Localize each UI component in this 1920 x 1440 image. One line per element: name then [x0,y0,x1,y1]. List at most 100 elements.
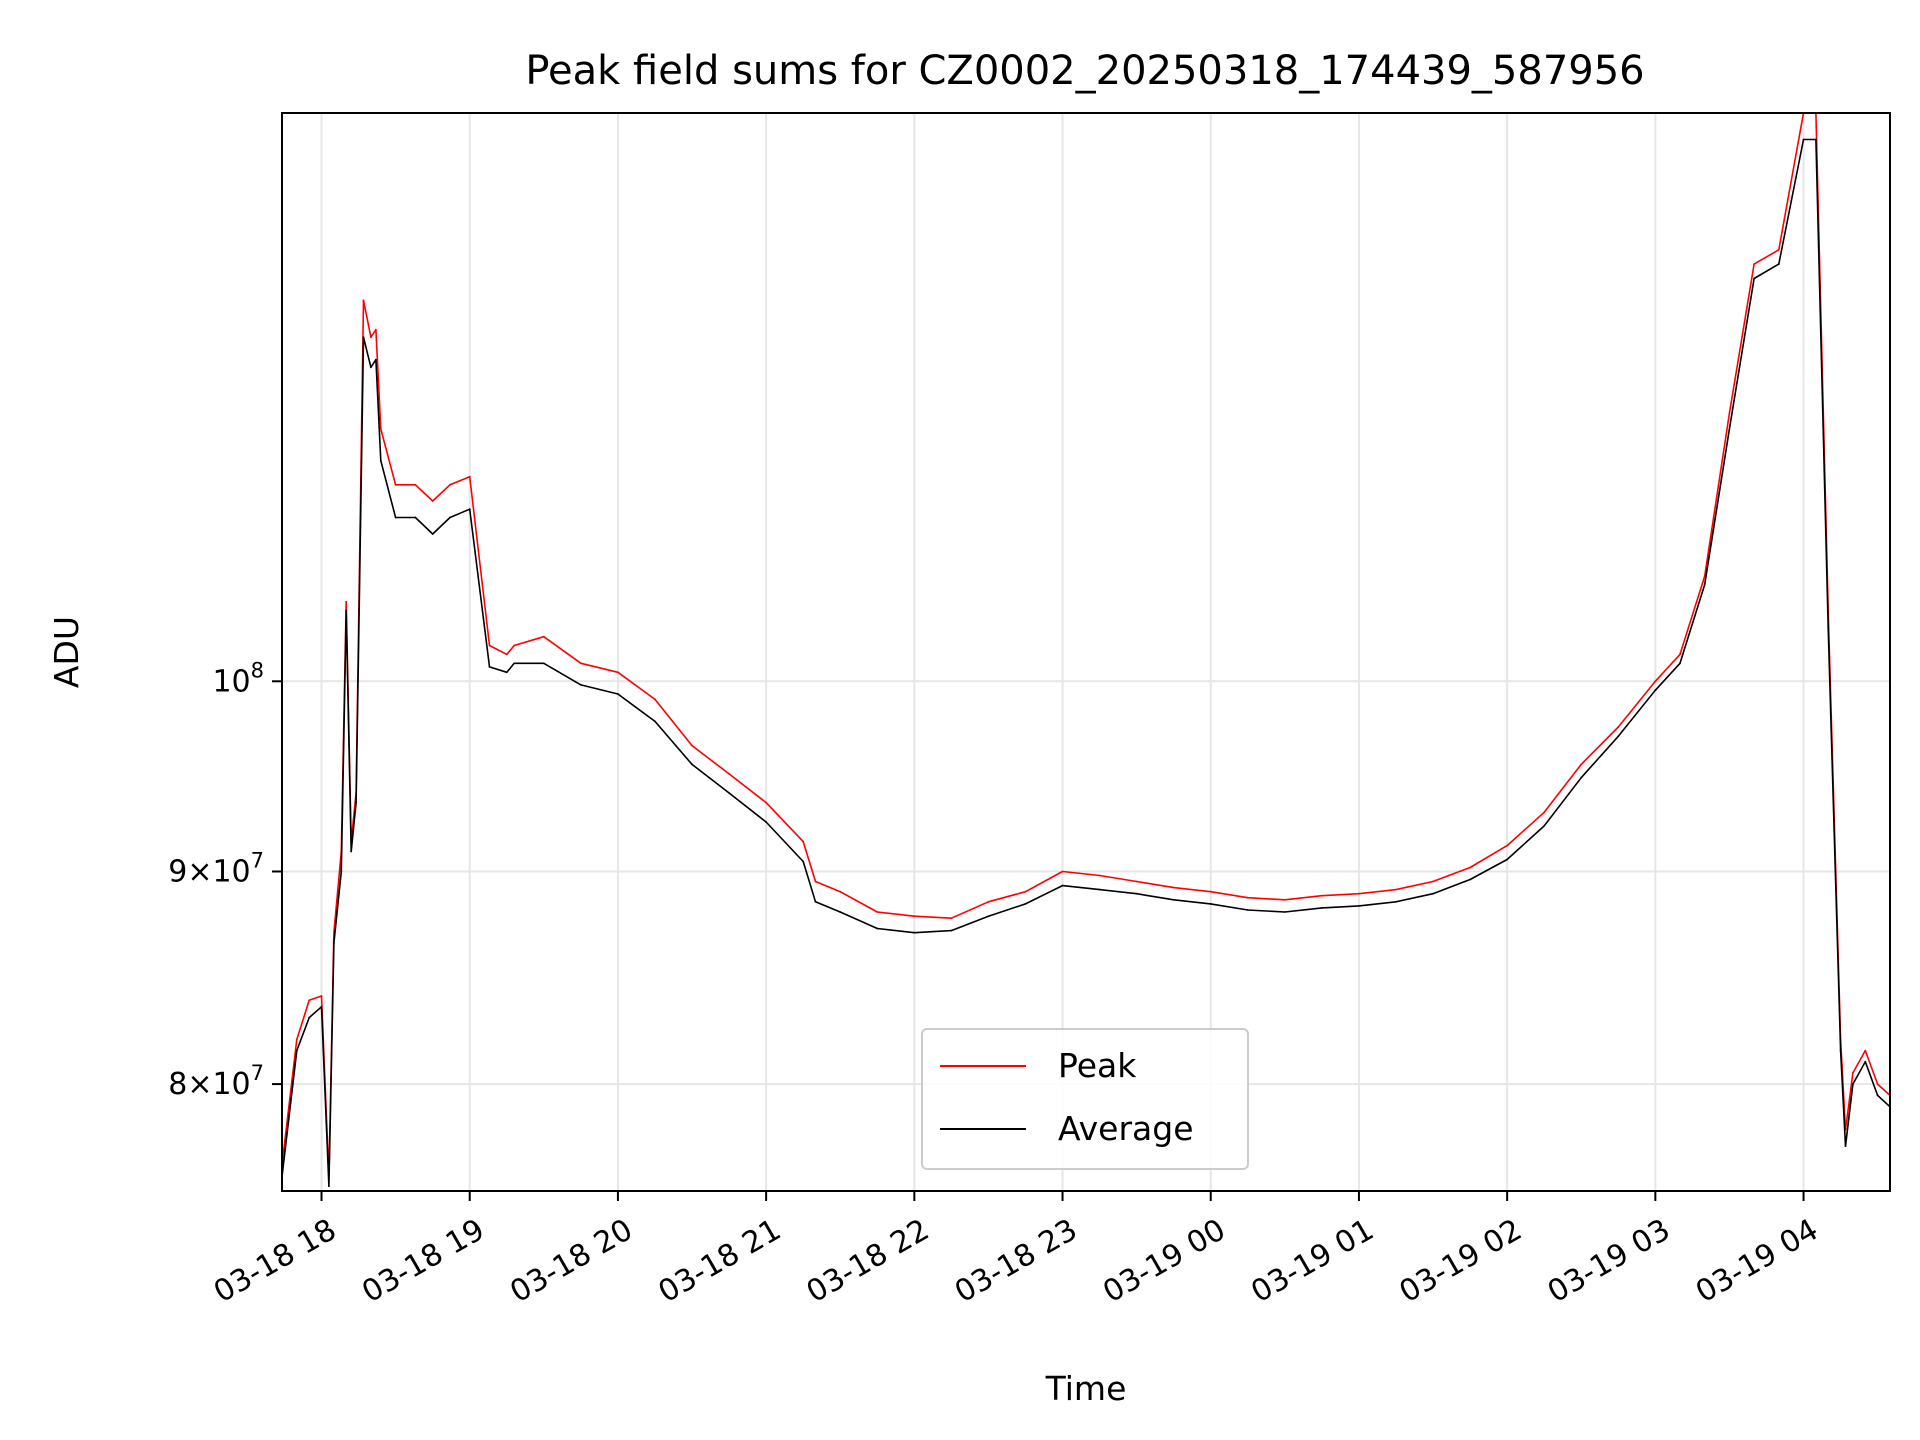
data-point [1617,726,1620,728]
legend: Peak Average [921,1028,1249,1170]
data-point [505,653,508,656]
data-point [1777,248,1780,251]
data-point [802,840,805,843]
data-point [839,911,842,913]
data-point [1728,412,1731,415]
x-tick-label: 03-18 21 [653,1212,787,1310]
data-point [1432,880,1434,883]
x-axis: 03-18 18 03-18 19 03-18 20 03-18 21 03-18 22… [208,1191,1824,1310]
data-point [1852,1072,1854,1074]
data-point [1543,811,1546,814]
data-point [1135,892,1138,895]
data-point [1815,138,1817,141]
data-point [308,999,311,1002]
data-point [1753,277,1755,280]
y-tick-exponent: 8 [251,658,264,682]
data-point [1246,909,1249,911]
data-point [488,666,491,668]
data-point [728,773,730,775]
data-point [431,500,434,502]
data-point [1283,898,1286,901]
plot-frame [281,112,1891,1192]
data-point [617,693,619,695]
x-tick-label: 03-19 01 [1245,1212,1379,1310]
data-point [802,860,805,863]
data-point [1172,898,1175,901]
data-point [765,821,767,823]
data-point [1061,884,1064,887]
data-point [1864,1049,1867,1052]
data-point [876,927,879,930]
data-point [580,684,582,686]
data-point [295,1049,298,1052]
data-point [370,336,372,339]
data-point [1802,138,1805,141]
data-point [379,459,382,462]
x-tick-label: 03-19 04 [1690,1212,1824,1310]
data-point [431,533,434,535]
x-tick-label: 03-19 03 [1542,1212,1676,1310]
data-point [488,644,491,647]
data-point [1358,892,1360,895]
data-point [987,915,990,918]
data-point [1703,575,1706,577]
data-point [333,942,335,944]
data-point [1135,880,1138,883]
data-point [1098,888,1101,891]
x-axis-label: Time [1045,1369,1127,1408]
data-point [362,299,365,302]
data-point [1777,263,1780,265]
data-point [375,328,377,331]
data-point [1246,896,1249,899]
data-point [1839,1049,1842,1052]
data-point [1543,825,1546,827]
series-line-peak [281,112,1891,1178]
data-point [449,483,451,486]
data-point [1728,428,1731,430]
data-point [814,900,817,903]
data-point [617,671,619,674]
data-point [449,516,451,519]
data-point [950,917,953,920]
data-point [1876,1083,1879,1085]
data-point [1580,776,1583,779]
data-point [1358,905,1360,907]
y-tick-label: 108 [212,658,264,699]
data-point [1753,263,1755,265]
legend-box [921,1028,1249,1170]
data-point [513,644,516,647]
data-point [468,475,471,478]
data-point [542,635,545,638]
y-tick-mantissa: 9 [168,854,187,889]
data-point [1395,900,1397,903]
data-point [654,720,656,723]
data-point [1432,892,1434,895]
data-point [1654,680,1657,683]
data-point [295,1038,298,1041]
data-point [394,483,397,486]
data-point [345,600,348,603]
data-point [542,662,545,665]
data-point [1580,763,1583,766]
data-point [320,995,323,997]
data-point [414,516,417,519]
x-tick-label: 03-18 23 [949,1212,1083,1310]
legend-label-average: Average [1058,1109,1194,1148]
data-point [505,671,508,674]
y-axis-label: ADU [47,616,86,688]
data-point [1679,662,1681,665]
y-tick-exponent: 7 [251,848,264,872]
y-axis: 8×107 9×107 108 [168,658,282,1102]
data-point [513,662,516,665]
data-point [1506,858,1508,861]
data-point [580,662,582,665]
data-point [1827,627,1830,629]
data-point [950,929,953,932]
data-point [814,880,817,883]
data-point [1024,903,1027,905]
data-point [1876,1094,1879,1097]
y-tick-label: 9×107 [168,848,264,889]
legend-label-peak: Peak [1058,1046,1137,1085]
data-point [394,516,397,519]
data-point [765,801,767,804]
